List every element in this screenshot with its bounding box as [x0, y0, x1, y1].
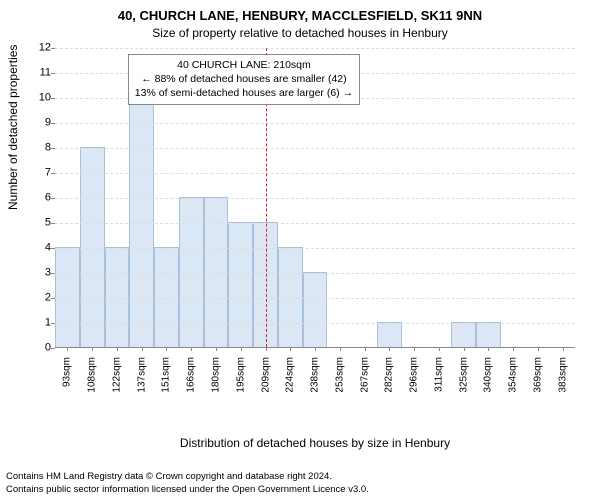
- x-tick-label: 369sqm: [532, 353, 543, 393]
- x-tick-mark: [290, 347, 291, 351]
- x-tick-label: 195sqm: [235, 353, 246, 393]
- bar: [451, 322, 476, 347]
- bar: [377, 322, 402, 347]
- bar: [80, 147, 105, 347]
- x-tick-label: 108sqm: [87, 353, 98, 393]
- x-tick-mark: [142, 347, 143, 351]
- x-tick-mark: [513, 347, 514, 351]
- x-tick-label: 325sqm: [458, 353, 469, 393]
- x-tick-label: 354sqm: [508, 353, 519, 393]
- footer-line-2: Contains public sector information licen…: [6, 484, 369, 496]
- x-tick-label: 93sqm: [62, 353, 73, 387]
- gridline: [55, 123, 575, 124]
- x-tick-label: 224sqm: [285, 353, 296, 393]
- annotation-line: 13% of semi-detached houses are larger (…: [135, 86, 353, 100]
- x-axis-label: Distribution of detached houses by size …: [55, 436, 575, 450]
- x-tick-mark: [414, 347, 415, 351]
- x-tick-mark: [563, 347, 564, 351]
- bar: [154, 247, 179, 347]
- plot-area: 93sqm108sqm122sqm137sqm151sqm166sqm180sq…: [55, 48, 575, 348]
- x-tick-mark: [266, 347, 267, 351]
- gridline: [55, 198, 575, 199]
- x-tick-mark: [166, 347, 167, 351]
- x-tick-label: 253sqm: [334, 353, 345, 393]
- x-tick-label: 238sqm: [310, 353, 321, 393]
- x-tick-mark: [464, 347, 465, 351]
- y-tick-mark: [51, 348, 55, 349]
- bar: [228, 222, 253, 347]
- title-sub: Size of property relative to detached ho…: [0, 23, 600, 40]
- bar: [476, 322, 501, 347]
- bar: [303, 272, 328, 347]
- x-tick-label: 267sqm: [359, 353, 370, 393]
- bar: [204, 197, 229, 347]
- footer-line-1: Contains HM Land Registry data © Crown c…: [6, 471, 369, 483]
- x-tick-label: 122sqm: [111, 353, 122, 393]
- annotation-box: 40 CHURCH LANE: 210sqm← 88% of detached …: [128, 54, 360, 105]
- x-tick-mark: [216, 347, 217, 351]
- x-tick-label: 209sqm: [260, 353, 271, 393]
- x-tick-mark: [389, 347, 390, 351]
- x-tick-label: 311sqm: [433, 353, 444, 392]
- x-tick-label: 137sqm: [136, 353, 147, 393]
- x-tick-label: 151sqm: [161, 353, 172, 393]
- x-tick-label: 296sqm: [409, 353, 420, 393]
- bar: [179, 197, 204, 347]
- bar: [55, 247, 80, 347]
- y-axis-label: Number of detached properties: [6, 45, 20, 210]
- x-tick-mark: [67, 347, 68, 351]
- x-tick-mark: [315, 347, 316, 351]
- x-tick-mark: [92, 347, 93, 351]
- x-tick-label: 282sqm: [384, 353, 395, 393]
- x-tick-label: 340sqm: [483, 353, 494, 393]
- x-tick-mark: [538, 347, 539, 351]
- gridline: [55, 173, 575, 174]
- bar: [129, 97, 154, 347]
- chart-area: 93sqm108sqm122sqm137sqm151sqm166sqm180sq…: [55, 48, 575, 388]
- footer-attribution: Contains HM Land Registry data © Crown c…: [6, 471, 369, 496]
- gridline: [55, 48, 575, 49]
- x-tick-label: 383sqm: [557, 353, 568, 393]
- bar: [105, 247, 130, 347]
- x-tick-label: 180sqm: [210, 353, 221, 393]
- x-tick-mark: [439, 347, 440, 351]
- gridline: [55, 223, 575, 224]
- x-tick-mark: [191, 347, 192, 351]
- annotation-line: ← 88% of detached houses are smaller (42…: [135, 72, 353, 86]
- annotation-line: 40 CHURCH LANE: 210sqm: [135, 58, 353, 72]
- x-tick-label: 166sqm: [186, 353, 197, 393]
- gridline: [55, 298, 575, 299]
- x-tick-mark: [241, 347, 242, 351]
- gridline: [55, 273, 575, 274]
- x-tick-mark: [488, 347, 489, 351]
- gridline: [55, 323, 575, 324]
- title-main: 40, CHURCH LANE, HENBURY, MACCLESFIELD, …: [0, 0, 600, 23]
- gridline: [55, 148, 575, 149]
- x-tick-mark: [340, 347, 341, 351]
- bar: [278, 247, 303, 347]
- x-tick-mark: [365, 347, 366, 351]
- x-tick-mark: [117, 347, 118, 351]
- gridline: [55, 248, 575, 249]
